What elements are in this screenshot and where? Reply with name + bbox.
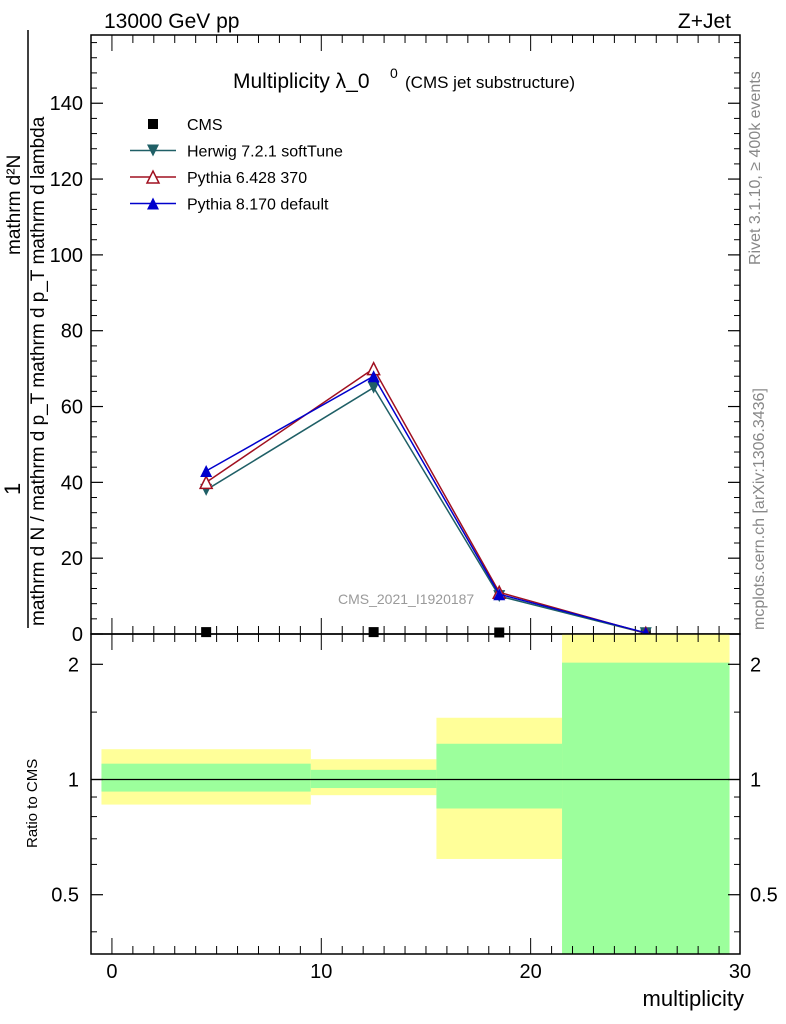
main-ytick-label: 0 — [72, 624, 83, 646]
header-energy: 13000 GeV pp — [104, 10, 239, 33]
legend-label-cms: CMS — [187, 117, 223, 134]
data-point-pythia6 — [198, 474, 214, 490]
legend: CMS Herwig 7.2.1 softTune Pythia 6.428 370… — [130, 117, 343, 214]
ratio-ytick-label: 1 — [68, 770, 79, 792]
title-sup: 0 — [390, 65, 398, 81]
xtick-label: 10 — [310, 961, 332, 983]
legend-marker-herwig — [147, 144, 159, 157]
data-point-cms — [201, 627, 212, 638]
main-ytick-label: 80 — [61, 321, 83, 343]
ratio-y-label: Ratio to CMS — [24, 759, 41, 848]
ratio-bands — [101, 634, 730, 954]
x-axis-label: multiplicity — [643, 986, 744, 1011]
analysis-watermark: CMS_2021_I1920187 — [338, 591, 474, 607]
main-y-ticks: 0 20 40 60 80 100 120 140 — [50, 42, 740, 646]
title-sub: (CMS jet substructure) — [405, 73, 575, 92]
legend-marker-pythia6 — [145, 169, 161, 184]
header-process: Z+Jet — [678, 10, 731, 33]
legend-marker-pythia8 — [147, 197, 159, 210]
legend-label-herwig: Herwig 7.2.1 softTune — [187, 144, 343, 161]
data-point-herwig — [367, 381, 380, 394]
data-point-cms — [494, 627, 505, 638]
ratio-ytick-label: 2 — [68, 654, 79, 676]
main-ytick-label: 120 — [50, 169, 83, 191]
mcplots-label: mcplots.cern.ch [arXiv:1306.3436] — [751, 388, 768, 630]
main-ytick-label: 100 — [50, 245, 83, 267]
ratio-ytick-label-right: 2 — [750, 654, 761, 676]
ratio-x-ticks: 0 10 20 30 — [106, 634, 751, 983]
y-label-numerator: mathrm d²N — [4, 155, 25, 255]
y-label-denominator: mathrm d N / mathrm d p_T mathrm d p_T m… — [28, 116, 49, 626]
ratio-band-inner — [436, 743, 563, 809]
data-point-pythia8 — [493, 588, 506, 601]
ratio-frame — [90, 633, 741, 955]
legend-marker-cms — [148, 119, 158, 129]
xtick-label: 0 — [106, 961, 117, 983]
ratio-band-inner — [101, 763, 311, 792]
rivet-label: Rivet 3.1.10, ≥ 400k events — [747, 71, 764, 265]
legend-label-pythia8: Pythia 8.170 default — [187, 197, 329, 214]
main-ytick-label: 40 — [61, 472, 83, 494]
main-ytick-label: 20 — [61, 548, 83, 570]
y-label-one: 1 — [0, 483, 25, 495]
data-point-cms — [368, 627, 379, 638]
series-line-herwig — [205, 386, 646, 634]
legend-label-pythia6: Pythia 6.428 370 — [187, 170, 307, 187]
title-main: Multiplicity λ_0 — [233, 70, 370, 93]
data-point-pythia8 — [367, 370, 380, 383]
plot-title: Multiplicity λ_0 0 (CMS jet substructure… — [233, 65, 575, 93]
ratio-ytick-label: 0.5 — [51, 885, 79, 907]
ratio-band-inner — [562, 662, 730, 954]
series-line-pythia8 — [205, 375, 646, 634]
ratio-ytick-label-right: 0.5 — [750, 885, 778, 907]
data-point-pythia8 — [200, 464, 213, 477]
xtick-label: 30 — [729, 961, 751, 983]
main-x-ticks — [111, 35, 741, 634]
xtick-label: 20 — [520, 961, 542, 983]
main-ytick-label: 140 — [50, 93, 83, 115]
ratio-y-ticks: 0.5 0.5 1 1 2 2 — [51, 654, 778, 933]
y-axis-label: 1 mathrm d²N mathrm d N / mathrm d p_T m… — [0, 30, 49, 628]
ratio-ytick-label-right: 1 — [750, 770, 761, 792]
main-ytick-label: 60 — [61, 397, 83, 419]
